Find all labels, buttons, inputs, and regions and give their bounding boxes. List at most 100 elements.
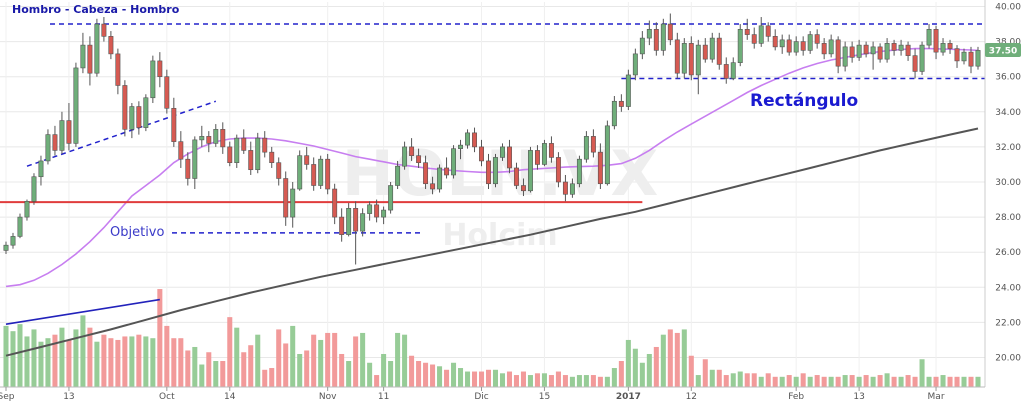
candle-body: [346, 208, 352, 235]
volume-bar: [625, 339, 631, 387]
candle-body: [772, 36, 778, 48]
volume-bar: [276, 329, 282, 387]
candle-body: [87, 44, 93, 74]
volume-bar: [157, 289, 163, 387]
x-tick-label: Mar: [928, 392, 945, 402]
volume-bar: [437, 366, 443, 387]
candle-body: [94, 23, 100, 74]
candle-body: [884, 43, 890, 60]
y-tick-label: 32.00: [995, 143, 1021, 153]
candle-body: [248, 150, 254, 171]
candle-body: [716, 37, 722, 65]
y-tick-label: 38.00: [995, 38, 1021, 48]
candle-body: [164, 76, 170, 109]
volume-bar: [3, 325, 9, 387]
candle-body: [367, 204, 373, 214]
candle-body: [493, 157, 498, 185]
y-tick-label: 30.00: [995, 178, 1021, 188]
volume-bar: [765, 373, 771, 387]
candle-body: [409, 146, 415, 156]
volume-bar: [646, 353, 652, 387]
volume-bar: [423, 362, 429, 387]
volume-bar: [94, 341, 100, 387]
candle-body: [206, 136, 212, 144]
candle-body: [514, 167, 519, 186]
volume-bar: [31, 329, 37, 387]
candle-body: [905, 44, 911, 56]
candle-body: [374, 204, 380, 218]
candle-body: [870, 46, 876, 55]
candle-body: [674, 39, 680, 74]
candle-body: [185, 158, 191, 179]
candle-body: [437, 167, 443, 190]
watermark-name: Holcim: [442, 218, 557, 253]
volume-bar: [583, 375, 589, 387]
volume-bar: [311, 334, 317, 387]
volume-bar: [353, 336, 359, 387]
volume-bar: [772, 376, 778, 387]
volume-bar: [758, 376, 764, 387]
candle-body: [73, 67, 79, 144]
candle-body: [388, 185, 394, 211]
volume-bar: [485, 369, 492, 387]
volume-bar: [863, 375, 869, 387]
volume-bar: [954, 376, 960, 387]
candle-body: [80, 44, 86, 69]
volume-bar: [534, 373, 540, 387]
volume-bar: [576, 375, 582, 387]
volume-bar: [618, 361, 624, 387]
candle-body: [618, 100, 624, 107]
candle-body: [143, 97, 149, 128]
candle-body: [255, 137, 261, 171]
volume-bar: [499, 373, 506, 387]
volume-bar: [870, 376, 876, 387]
volume-bar: [241, 352, 247, 387]
volume-bar: [751, 373, 757, 387]
volume-bar: [80, 315, 86, 387]
y-tick-label: 24.00: [995, 283, 1021, 293]
candle-body: [276, 162, 282, 179]
candle-body: [290, 188, 296, 218]
candle-body: [381, 209, 387, 218]
volume-bar: [171, 338, 177, 387]
candle-body: [129, 106, 135, 130]
volume-bar: [821, 376, 827, 387]
candle-body: [430, 183, 436, 190]
candle-body: [220, 129, 226, 148]
annotation-objetivo: Objetivo: [110, 225, 164, 240]
volume-bar: [465, 371, 471, 387]
volume-bar: [38, 341, 44, 387]
grid-layer: [0, 2, 985, 387]
volume-bar: [912, 376, 918, 387]
candle-body: [108, 36, 114, 55]
volume-bar: [604, 376, 610, 387]
candle-body: [625, 74, 631, 107]
candle-body: [814, 34, 820, 44]
candle-body: [611, 100, 617, 127]
volume-bar: [835, 376, 841, 387]
volume-bar: [430, 364, 436, 387]
candle-body: [583, 136, 589, 160]
neckline-dashed-line: [26, 100, 217, 167]
volume-bar: [898, 376, 904, 387]
candle-body: [24, 201, 30, 218]
volume-bar: [185, 350, 191, 387]
y-axis: 40.00 38.00 36.00 34.00 32.00 30.00 28.00 26.00…: [984, 0, 1021, 387]
volume-bar: [590, 375, 596, 387]
candle-body: [339, 216, 345, 235]
annotation-hcs: Hombro - Cabeza - Hombro: [12, 3, 180, 16]
volume-bar: [381, 353, 387, 387]
candle-body: [891, 43, 897, 51]
volume-bar: [569, 376, 575, 387]
volume-bar: [262, 369, 268, 387]
candle-body: [269, 151, 275, 163]
candle-body: [17, 216, 23, 237]
candle-body: [646, 29, 652, 39]
candle-body: [548, 143, 554, 158]
volume-bar: [611, 368, 617, 387]
x-tick-label: Sep: [0, 392, 15, 402]
volume-bar: [346, 361, 352, 387]
candle-body: [353, 208, 359, 232]
volume-bar: [129, 336, 135, 387]
candle-body: [821, 43, 827, 55]
